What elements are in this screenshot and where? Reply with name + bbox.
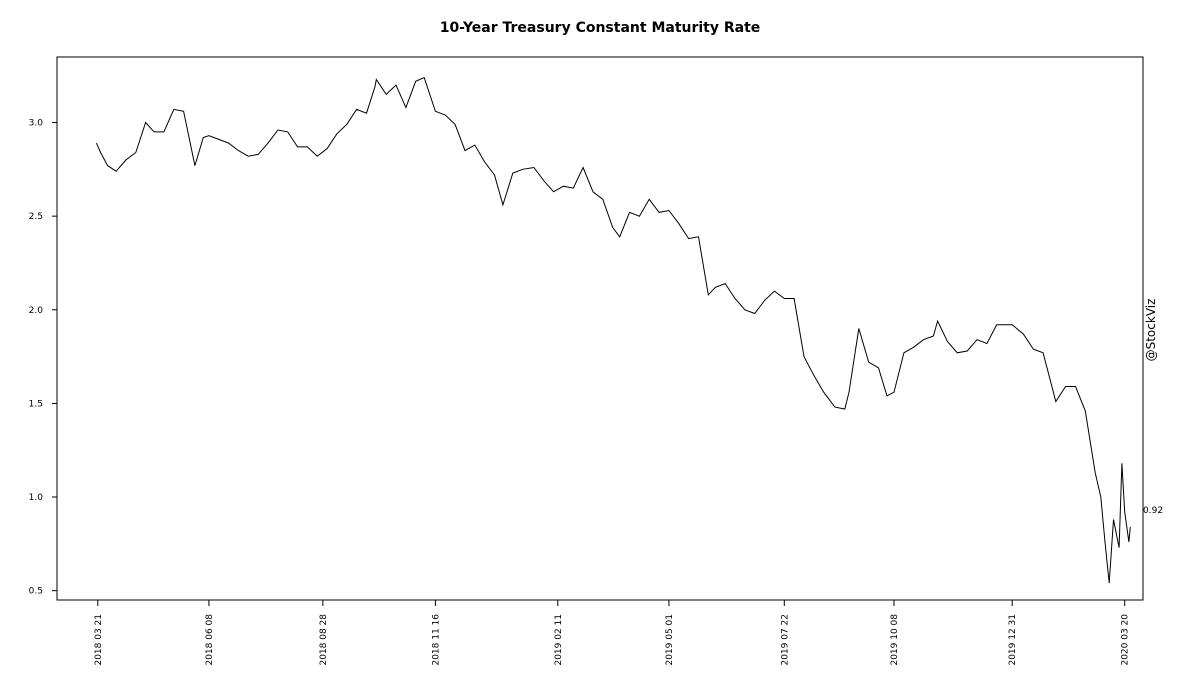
x-tick-label: 2018 03 21 — [94, 614, 104, 666]
y-tick-label: 2.0 — [29, 306, 44, 316]
series-line — [95, 76, 1131, 584]
x-tick-label: 2018 11 16 — [431, 614, 441, 666]
y-tick-label: 1.0 — [29, 493, 44, 503]
x-tick-label: 2020 03 20 — [1121, 614, 1131, 666]
y-tick-label: 0.5 — [29, 587, 43, 597]
x-axis: 2018 03 21 2018 06 08 2018 08 28 2018 11 16… — [94, 600, 1131, 666]
y-axis: 0.5 1.0 1.5 2.0 2.5 3.0 — [29, 119, 57, 597]
y-tick-label: 2.5 — [29, 212, 43, 222]
x-tick-label: 2018 06 08 — [205, 614, 215, 666]
x-tick-label: 2019 12 31 — [1008, 614, 1018, 666]
x-tick-label: 2018 08 28 — [319, 614, 329, 666]
x-tick-label: 2019 02 11 — [554, 614, 564, 666]
plot-frame — [56, 56, 1144, 601]
y-tick-label: 1.5 — [29, 399, 43, 409]
x-tick-label: 2019 10 08 — [890, 614, 900, 666]
watermark: @StockViz — [1144, 299, 1158, 362]
y-tick-label: 3.0 — [29, 119, 44, 129]
x-tick-label: 2019 05 01 — [665, 614, 675, 666]
chart-title: 10-Year Treasury Constant Maturity Rate — [439, 20, 761, 36]
last-value-label: 0.92 — [1143, 506, 1163, 516]
x-tick-label: 2019 07 22 — [780, 614, 790, 666]
